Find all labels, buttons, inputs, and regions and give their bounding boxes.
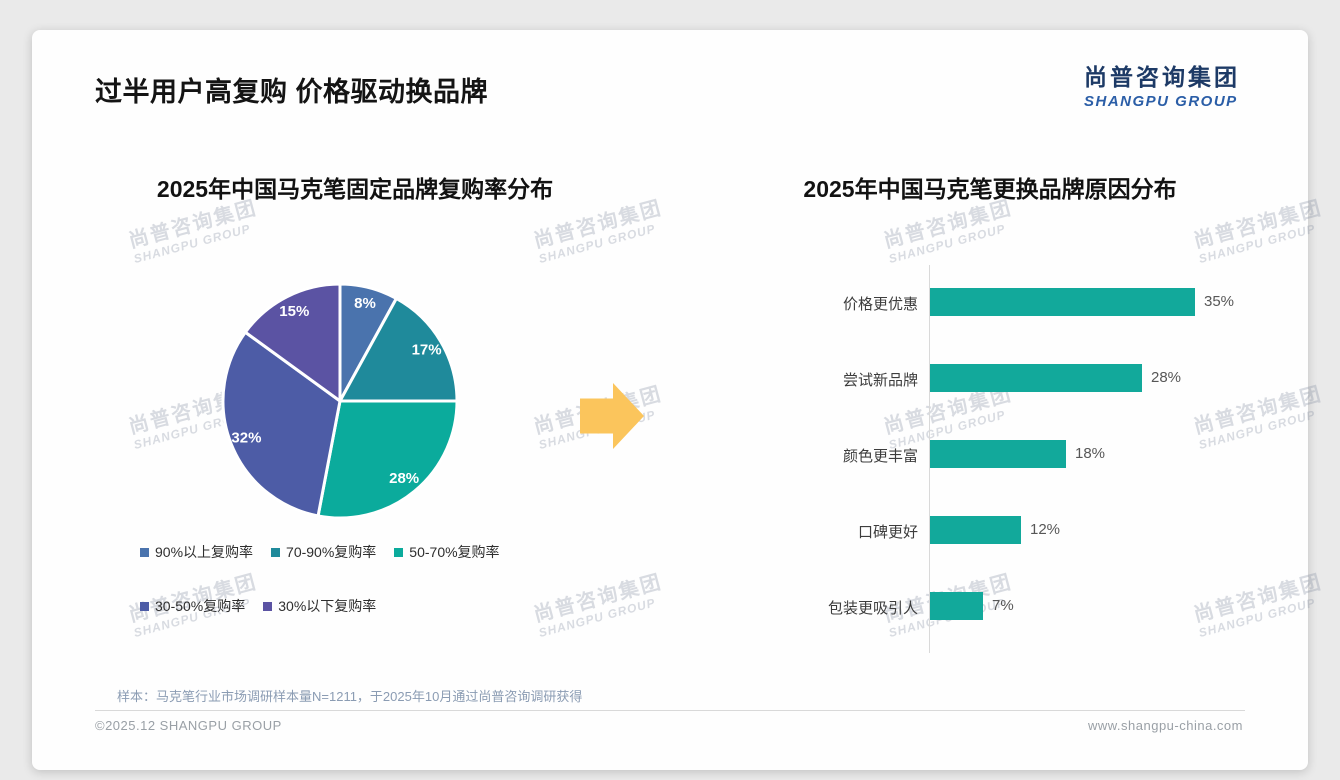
pie-chart-title: 2025年中国马克笔固定品牌复购率分布 — [156, 176, 554, 202]
bar-value-label: 7% — [992, 597, 1014, 614]
pie-slice — [243, 282, 342, 403]
bar-value-label: 28% — [1151, 369, 1182, 386]
pie-slice-value-label: 32% — [231, 430, 261, 447]
website-text: www.shangpu-china.com — [1087, 718, 1243, 733]
bar-chart-axis-line — [929, 265, 930, 653]
pie-legend-item: 70-90%复购率 — [271, 542, 376, 562]
footer-divider — [95, 710, 1245, 711]
legend-label: 30%以下复购率 — [278, 598, 377, 614]
logo-en-text: SHANGPU GROUP — [1084, 93, 1238, 110]
pie-legend-row-1: 90%以上复购率 70-90%复购率 50-70%复购率 — [140, 542, 500, 562]
bar-value-label: 18% — [1075, 445, 1106, 462]
bar — [930, 516, 1021, 544]
legend-swatch — [140, 601, 149, 611]
page-title: 过半用户高复购 价格驱动换品牌 — [95, 77, 489, 107]
copyright-text: ©2025.12 SHANGPU GROUP — [95, 718, 282, 733]
legend-swatch — [140, 547, 149, 557]
legend-label: 30-50%复购率 — [155, 598, 246, 614]
bar-category-label: 口碑更好 — [857, 524, 918, 541]
pie-slice — [316, 399, 459, 520]
pie-slice — [338, 296, 459, 403]
right-arrow-icon — [580, 383, 644, 449]
bar-category-label: 包装更吸引人 — [827, 600, 918, 617]
legend-label: 50-70%复购率 — [409, 544, 500, 560]
legend-swatch — [271, 547, 281, 557]
pie-slice-value-label: 8% — [354, 295, 376, 312]
bar — [930, 440, 1066, 468]
legend-label: 70-90%复购率 — [286, 544, 377, 560]
pie-slice-value-label: 28% — [389, 470, 419, 487]
logo-cn-text: 尚普咨询集团 — [1084, 64, 1240, 90]
pie-slice — [221, 330, 342, 518]
bar-category-label: 价格更优惠 — [842, 296, 918, 313]
pie-legend-item: 50-70%复购率 — [394, 542, 500, 562]
pie-legend-item: 30%以下复购率 — [263, 596, 376, 616]
bar-category-label: 颜色更丰富 — [842, 448, 918, 465]
bar-chart-title: 2025年中国马克笔更换品牌原因分布 — [803, 176, 1177, 202]
bar — [930, 288, 1195, 316]
bar-category-label: 尝试新品牌 — [842, 372, 918, 389]
pie-legend-row-2: 30-50%复购率 30%以下复购率 — [140, 596, 376, 616]
bar — [930, 364, 1142, 392]
legend-swatch — [394, 547, 404, 557]
legend-label: 90%以上复购率 — [155, 544, 254, 560]
bar-value-label: 35% — [1204, 293, 1235, 310]
pie-legend-item: 30-50%复购率 — [140, 596, 245, 616]
pie-chart: 8% 17% 28% 32% 15% — [221, 282, 459, 520]
pie-legend-item: 90%以上复购率 — [140, 542, 253, 562]
bar — [930, 592, 983, 620]
legend-swatch — [263, 601, 273, 611]
sample-note: 样本：马克笔行业市场调研样本量N=1211，于2025年10月通过尚普咨询调研获… — [117, 689, 583, 704]
pie-slice-value-label: 15% — [279, 303, 309, 320]
pie-slice-value-label: 17% — [412, 341, 442, 358]
bar-value-label: 12% — [1030, 521, 1061, 538]
company-logo: 尚普咨询集团 SHANGPU GROUP — [1084, 58, 1240, 110]
